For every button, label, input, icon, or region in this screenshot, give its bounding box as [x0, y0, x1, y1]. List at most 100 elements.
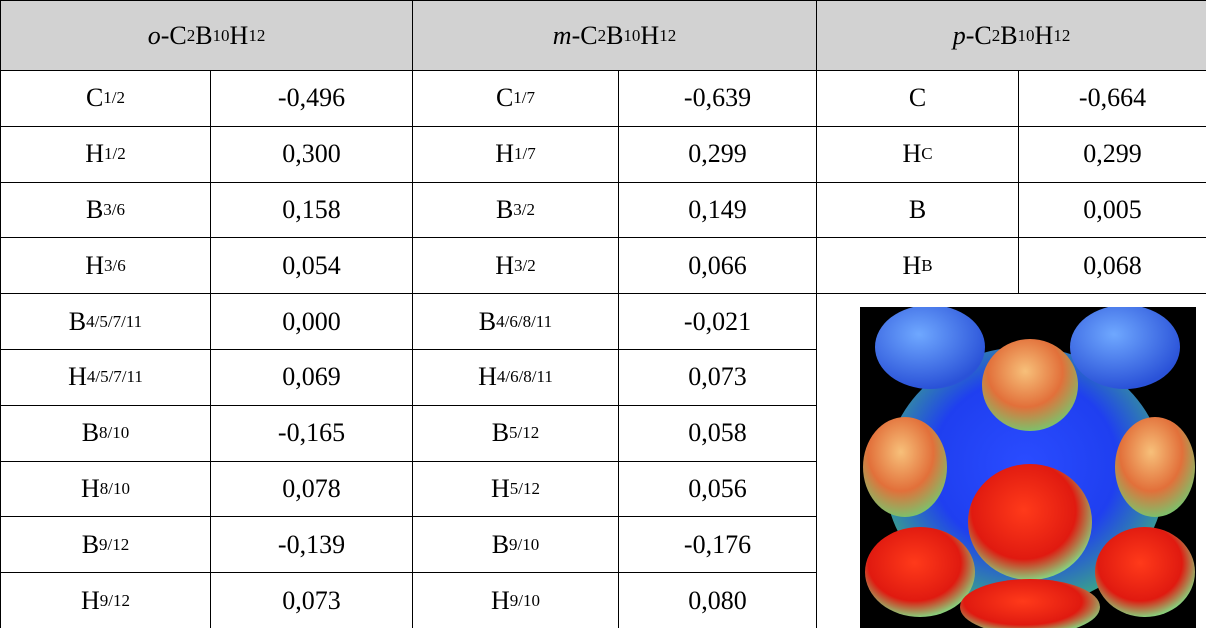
atom: B	[492, 418, 509, 448]
atom-index: 4/5/7/11	[87, 367, 143, 387]
table-cell: -0,165	[210, 405, 413, 462]
charge-value: 0,299	[1083, 139, 1142, 169]
table-cell: 0,299	[618, 126, 817, 183]
table-cell: -0,139	[210, 516, 413, 573]
table-cell: 0,058	[618, 405, 817, 462]
charge-value: 0,078	[282, 474, 341, 504]
charge-value: -0,664	[1079, 83, 1146, 113]
atom: B	[606, 21, 623, 51]
atom: B	[69, 307, 86, 337]
charge-value: 0,068	[1083, 251, 1142, 281]
atom: B	[1000, 21, 1017, 51]
table-cell: 0,056	[618, 461, 817, 518]
atom-index: 3/6	[104, 256, 126, 276]
atom: H	[85, 251, 104, 281]
atom-index: 1/7	[514, 144, 536, 164]
atom-index: 3/2	[514, 256, 536, 276]
charge-value: 0,056	[688, 474, 747, 504]
esp-surface-image	[860, 307, 1196, 628]
atom-index: 9/10	[510, 591, 540, 611]
charge-value: -0,639	[684, 83, 751, 113]
charge-value: 0,073	[688, 362, 747, 392]
atom-index: 2	[598, 26, 607, 46]
atom-index: 1/2	[104, 144, 126, 164]
table-cell: 0,069	[210, 349, 413, 406]
charge-value: -0,139	[278, 530, 345, 560]
atom-index: 9/12	[100, 591, 130, 611]
atom: H	[902, 139, 921, 169]
atom: H	[1035, 21, 1054, 51]
isomer: p	[953, 21, 966, 51]
atom: H	[68, 362, 87, 392]
atom: -C	[161, 21, 187, 51]
atom-index: B	[921, 256, 932, 276]
atom-index: C	[921, 144, 932, 164]
charge-value: 0,158	[282, 195, 341, 225]
charge-value: 0,149	[688, 195, 747, 225]
atom: B	[86, 195, 103, 225]
table-cell: 0,149	[618, 182, 817, 239]
atom: C	[496, 83, 513, 113]
atom-index: 9/12	[99, 535, 129, 555]
charge-value: -0,496	[278, 83, 345, 113]
table-cell: 0,080	[618, 572, 817, 628]
atom: B	[195, 21, 212, 51]
charge-value: -0,176	[684, 530, 751, 560]
table-cell: -0,496	[210, 70, 413, 127]
atom-index: 10	[213, 26, 230, 46]
isomer: m	[553, 21, 572, 51]
atom-index: 10	[1018, 26, 1035, 46]
atom: -C	[966, 21, 992, 51]
atom-index: 5/12	[509, 423, 539, 443]
atom: B	[82, 418, 99, 448]
charge-value: 0,073	[282, 586, 341, 616]
atom-index: 12	[1053, 26, 1070, 46]
atom: H	[491, 474, 510, 504]
atom: B	[492, 530, 509, 560]
atom-index: 10	[623, 26, 640, 46]
atom: H	[230, 21, 249, 51]
charge-value: 0,300	[282, 139, 341, 169]
charge-value: 0,069	[282, 362, 341, 392]
atom-index: 8/10	[100, 479, 130, 499]
atom: H	[81, 474, 100, 504]
charge-value: 0,005	[1083, 195, 1142, 225]
atom: H	[640, 21, 659, 51]
atom-index: 5/12	[510, 479, 540, 499]
table-cell: -0,176	[618, 516, 817, 573]
table-cell: 0,068	[1018, 237, 1206, 294]
table-cell: -0,664	[1018, 70, 1206, 127]
atom: H	[85, 139, 104, 169]
charge-value: 0,054	[282, 251, 341, 281]
atom: B	[82, 530, 99, 560]
table-cell: 0,066	[618, 237, 817, 294]
table-cell: 0,054	[210, 237, 413, 294]
atom-index: 4/6/8/11	[496, 312, 552, 332]
atom: B	[909, 195, 926, 225]
table-cell: 0,000	[210, 293, 413, 350]
charge-value: 0,066	[688, 251, 747, 281]
atom: C	[86, 83, 103, 113]
